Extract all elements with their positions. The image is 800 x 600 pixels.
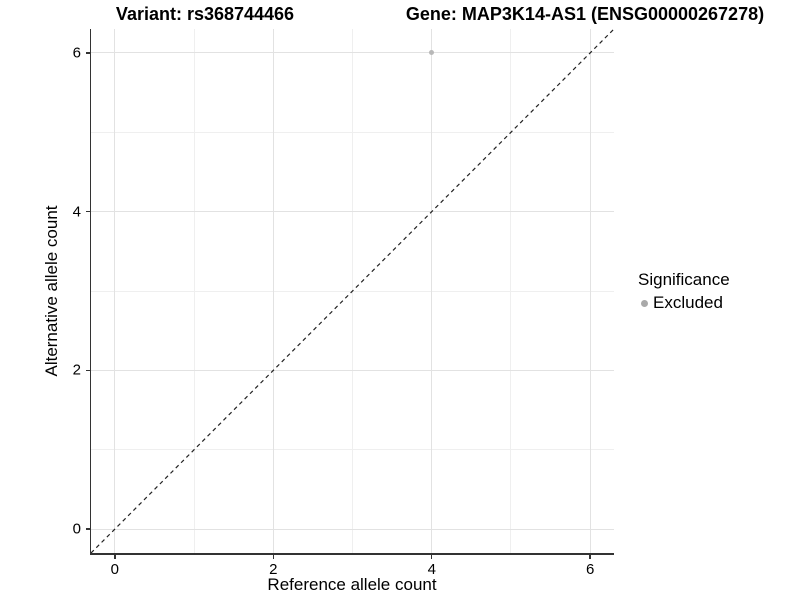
plot-panel (91, 29, 614, 553)
gridline-y-major (91, 369, 614, 371)
x-tick (114, 554, 116, 559)
legend-items: Excluded (638, 293, 730, 313)
y-axis-line (89, 29, 91, 555)
gridline-y-minor (91, 131, 614, 133)
legend: Significance Excluded (638, 270, 730, 313)
x-axis-title: Reference allele count (267, 575, 437, 594)
x-tick (430, 554, 433, 559)
gridline-y-minor (91, 449, 614, 451)
x-tick-label: 6 (586, 561, 595, 578)
y-axis-title: Alternative allele count (42, 205, 61, 377)
legend-key-dot (641, 299, 648, 307)
legend-title: Significance (638, 270, 730, 289)
gridline-x-major (431, 29, 433, 553)
identity-dashed-line (91, 29, 614, 553)
gene-title: Gene: MAP3K14-AS1 (ENSG00000267278) (405, 4, 765, 24)
x-tick (589, 554, 591, 559)
x-tick-label: 0 (110, 561, 119, 578)
gridline-x-major (589, 29, 591, 553)
gridline-y-major (91, 528, 614, 530)
y-tick-label: 6 (72, 44, 81, 62)
gridline-y-major (91, 52, 614, 54)
x-axis-line (89, 553, 614, 555)
y-tick-label: 0 (72, 520, 81, 538)
x-tick-label: 4 (427, 561, 436, 578)
gridline-x-major (114, 29, 116, 553)
x-tick-label: 2 (269, 561, 278, 578)
variant-title: Variant: rs368744466 (115, 4, 295, 24)
y-tick-label: 4 (72, 203, 81, 221)
y-tick (85, 369, 90, 372)
y-tick (85, 52, 90, 54)
legend-item-label: Excluded (653, 293, 723, 312)
y-tick (85, 210, 90, 213)
y-tick (85, 528, 90, 530)
gridline-x-major (272, 29, 274, 553)
data-point (429, 50, 435, 56)
legend-item: Excluded (638, 293, 730, 313)
gridline-y-major (91, 211, 614, 213)
x-tick (272, 554, 274, 559)
y-tick-label: 2 (72, 361, 81, 379)
